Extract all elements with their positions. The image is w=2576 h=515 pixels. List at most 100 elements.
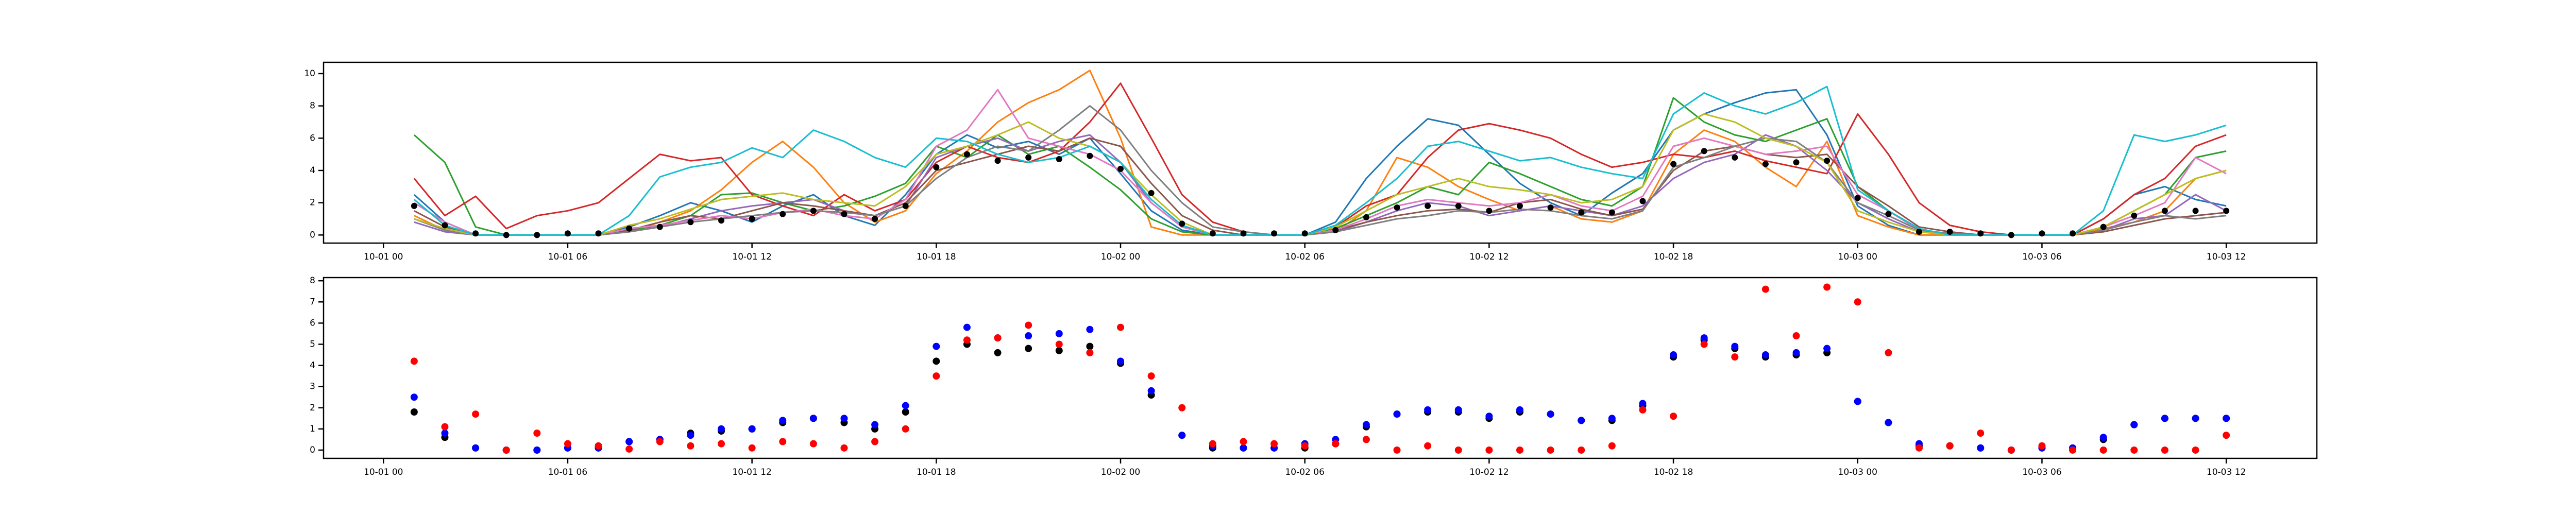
data-point — [872, 215, 878, 222]
data-point — [2070, 230, 2076, 237]
x-tick-label: 10-02 12 — [1469, 252, 1509, 262]
y-tick-label: 5 — [310, 339, 315, 349]
data-point — [902, 425, 909, 433]
data-point — [902, 202, 909, 209]
data-point — [1516, 406, 1523, 414]
y-tick-label: 0 — [310, 445, 315, 455]
data-point — [1608, 209, 1615, 216]
y-tick-label: 10 — [304, 68, 315, 79]
x-tick-label: 10-02 06 — [1285, 252, 1324, 262]
data-point — [2161, 208, 2168, 214]
data-point — [1578, 446, 1585, 454]
data-point — [2192, 415, 2199, 422]
data-point — [1516, 202, 1523, 209]
data-point — [2008, 232, 2014, 238]
data-point — [779, 211, 786, 217]
data-point — [410, 408, 418, 416]
data-point — [2100, 224, 2107, 230]
x-tick-label: 10-01 18 — [917, 252, 956, 262]
data-point — [871, 421, 879, 428]
y-tick-label: 4 — [310, 165, 315, 176]
data-point — [472, 444, 480, 452]
data-point — [1946, 442, 1954, 450]
data-point — [2130, 421, 2138, 428]
x-tick-label: 10-01 12 — [732, 467, 771, 477]
data-point — [963, 151, 970, 158]
data-point — [1486, 208, 1493, 214]
data-point — [1885, 349, 1892, 356]
data-point — [533, 446, 541, 454]
data-point — [626, 225, 633, 232]
data-point — [1086, 342, 1094, 350]
data-point — [779, 438, 787, 445]
data-point — [1454, 406, 1462, 414]
data-point — [1761, 285, 1769, 293]
data-point — [809, 415, 817, 422]
data-point — [2223, 208, 2230, 214]
data-point — [502, 446, 510, 454]
data-point — [1025, 154, 1032, 161]
data-point — [1240, 438, 1247, 445]
x-tick-label: 10-01 18 — [917, 467, 956, 477]
data-point — [1731, 353, 1739, 361]
axes-frame — [323, 61, 2318, 244]
data-point — [1793, 159, 1800, 166]
data-point — [1117, 165, 1124, 172]
x-tick-label: 10-02 18 — [1654, 467, 1693, 477]
data-point — [1025, 321, 1032, 329]
data-point — [1547, 446, 1554, 454]
data-point — [1178, 404, 1186, 411]
data-point — [1854, 298, 1861, 306]
data-point — [963, 323, 971, 331]
data-point — [1547, 410, 1554, 418]
y-tick-label: 2 — [310, 403, 315, 413]
data-point — [2007, 446, 2015, 454]
y-tick-label: 4 — [310, 360, 315, 371]
data-point — [1792, 332, 1800, 340]
data-point — [933, 357, 940, 365]
data-point — [1854, 398, 1861, 405]
data-point — [1608, 442, 1616, 450]
x-tick-label: 10-01 00 — [364, 252, 403, 262]
series-line — [414, 113, 2227, 236]
data-point — [441, 423, 449, 431]
x-tick-label: 10-02 18 — [1654, 252, 1693, 262]
data-point — [1240, 444, 1247, 452]
data-point — [902, 408, 909, 416]
data-point — [1608, 415, 1616, 422]
data-point — [1915, 444, 1923, 452]
data-point — [411, 202, 417, 209]
series-line — [414, 105, 2227, 236]
data-point — [1270, 440, 1278, 448]
data-point — [2223, 415, 2230, 422]
data-point — [1731, 342, 1739, 350]
data-point — [718, 440, 725, 448]
data-point — [1147, 372, 1155, 380]
data-point — [933, 342, 940, 350]
data-point — [1977, 230, 1984, 237]
y-tick-label: 1 — [310, 424, 315, 434]
data-point — [1425, 202, 1431, 209]
data-point — [933, 164, 940, 170]
data-point — [1056, 156, 1062, 163]
data-point — [810, 208, 817, 214]
data-point — [1670, 413, 1677, 420]
x-tick-label: 10-01 00 — [364, 467, 403, 477]
x-tick-label: 10-01 12 — [732, 252, 771, 262]
data-point — [2192, 208, 2199, 214]
data-point — [1455, 202, 1462, 209]
plot-area — [411, 70, 2230, 238]
x-tick-label: 10-01 06 — [548, 467, 587, 477]
data-point — [1055, 330, 1063, 337]
data-point — [1240, 230, 1247, 237]
data-point — [1946, 229, 1953, 235]
data-point — [1363, 214, 1369, 220]
data-point — [2161, 446, 2168, 454]
data-point — [2131, 212, 2138, 219]
data-point — [1301, 230, 1308, 237]
y-tick-label: 7 — [310, 297, 315, 307]
data-point — [2069, 446, 2077, 454]
data-point — [1209, 440, 1216, 448]
data-point — [1086, 325, 1094, 333]
